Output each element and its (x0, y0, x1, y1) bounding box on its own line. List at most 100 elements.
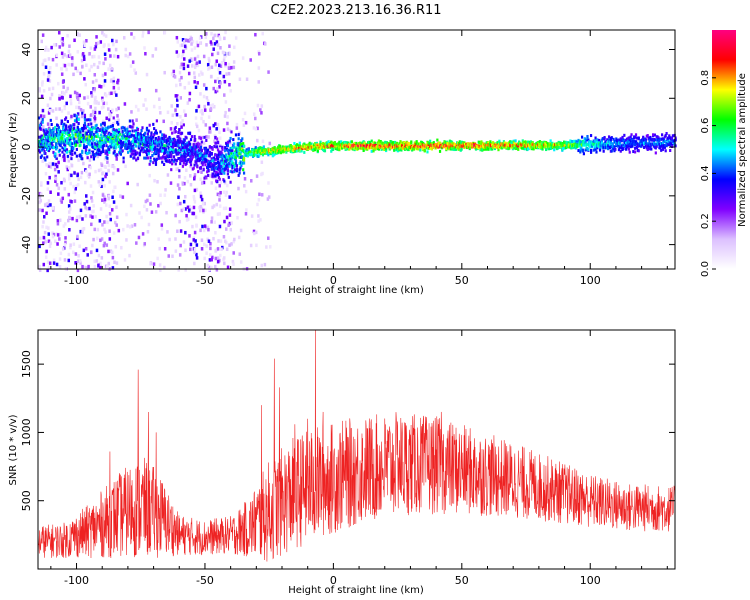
spectrogram-cell (114, 47, 118, 52)
spectrogram-cell (438, 149, 442, 153)
spectrogram-cell (129, 154, 132, 158)
spectrogram-cell (47, 48, 50, 52)
spectrogram-cell (186, 64, 190, 68)
spectrogram-cell (322, 141, 325, 145)
spectrogram-cell (47, 164, 51, 168)
spectrogram-cell (210, 216, 214, 220)
spectrogram-cell (214, 122, 217, 126)
spectrogram-cell (156, 144, 159, 148)
spectrogram-cell (145, 128, 149, 132)
spectrogram-cell (674, 136, 677, 140)
spectrogram-cell (497, 148, 500, 152)
spectrogram-cell (190, 135, 194, 139)
spectrogram-cell (129, 225, 132, 229)
spectrogram-cell (208, 130, 211, 134)
spectrogram-cell (177, 143, 180, 147)
spectrogram-cell (81, 264, 84, 269)
spectrogram-cell (117, 122, 120, 126)
spectrogram-cell (227, 71, 231, 76)
spectrogram-cell (228, 128, 232, 133)
spectrogram-cell (151, 54, 155, 58)
spectrogram-cell (238, 252, 242, 256)
spectrogram-cell (63, 222, 67, 226)
spectrogram-cell (589, 145, 592, 149)
spectrogram-cell (74, 252, 78, 256)
spectrogram-cell (224, 110, 227, 115)
spectrogram-cell (254, 230, 258, 235)
spectrogram-cell (205, 162, 209, 167)
spectrogram-cell (422, 146, 425, 150)
spectrogram-cell (173, 138, 176, 142)
spectrogram-cell (212, 156, 216, 161)
spectrogram-cell (79, 208, 83, 213)
spectrogram-cell (61, 136, 64, 140)
spectrogram-cell (224, 53, 228, 58)
spectrogram-cell (88, 150, 91, 154)
spectrogram-cell (487, 147, 490, 151)
spectrogram-cell (95, 139, 98, 143)
spectrogram-cell (338, 148, 341, 152)
spectrogram-cell (128, 132, 131, 136)
spectrogram-cell (81, 126, 84, 130)
spectrogram-cell (66, 167, 70, 172)
spectrogram-cell (43, 203, 47, 207)
spectrogram-cell (71, 142, 74, 146)
spectrogram-cell (182, 240, 186, 244)
spectrogram-cell (93, 119, 97, 123)
spectrogram-cell (68, 156, 71, 160)
spectrogram-cell (160, 227, 164, 231)
spectrogram-cell (97, 253, 101, 258)
spectrogram-cell (103, 220, 106, 224)
spectrogram-cell (112, 80, 115, 84)
spectrogram-cell (222, 58, 226, 63)
spectrogram-cell (97, 55, 101, 59)
spectrogram-cell (51, 144, 54, 148)
spectrogram-cell (82, 129, 85, 133)
spectrogram-cell (80, 114, 84, 119)
spectrogram-cell (172, 150, 176, 154)
spectrogram-cell (81, 157, 84, 161)
spectrogram-cell (665, 131, 668, 135)
spectrogram-cell (70, 163, 74, 168)
spectrogram-cell (242, 123, 246, 127)
spectrogram-cell (168, 158, 171, 162)
spectrogram-cell (111, 38, 114, 43)
spectrogram-cell (674, 144, 677, 148)
spectrogram-cell (173, 158, 176, 162)
spectrogram-cell (218, 147, 222, 151)
spectrogram-cell (160, 223, 164, 227)
spectrogram-cell (46, 144, 50, 148)
spectrogram-cell (38, 89, 42, 93)
spectrogram-cell (79, 261, 82, 265)
spectrogram-cell (82, 161, 85, 166)
spectrogram-cell (107, 168, 110, 173)
spectrogram-cell (189, 138, 193, 142)
spectrogram-cell (147, 150, 150, 154)
spectrogram-y-tick-label: 40 (20, 43, 33, 57)
spectrogram-cell (219, 64, 223, 69)
spectrogram-cell (102, 142, 105, 146)
spectrogram-cell (45, 163, 48, 167)
spectrogram-cell (269, 245, 272, 249)
spectrogram-cell (393, 148, 396, 152)
spectrogram-cell (162, 146, 165, 150)
spectrogram-cell (54, 135, 57, 139)
spectrogram-cell (40, 39, 43, 44)
spectrogram-cell (63, 187, 67, 191)
spectrogram-cell (155, 157, 158, 161)
spectrogram-cell (153, 127, 156, 131)
spectrogram-cell (163, 30, 167, 35)
spectrogram-cell (104, 151, 107, 155)
spectrogram-cell (53, 138, 56, 142)
spectrogram-cell (103, 200, 106, 204)
spectrogram-cell (78, 133, 81, 137)
spectrogram-cell (162, 144, 166, 148)
spectrogram-cell (62, 127, 65, 131)
spectrogram-cell (203, 224, 207, 228)
spectrogram-cell (169, 160, 172, 164)
spectrogram-cell (455, 147, 458, 151)
spectrogram-cell (101, 96, 104, 101)
spectrogram-cell (51, 57, 55, 62)
spectrogram-cell (42, 147, 45, 151)
spectrogram-cell (90, 94, 94, 98)
